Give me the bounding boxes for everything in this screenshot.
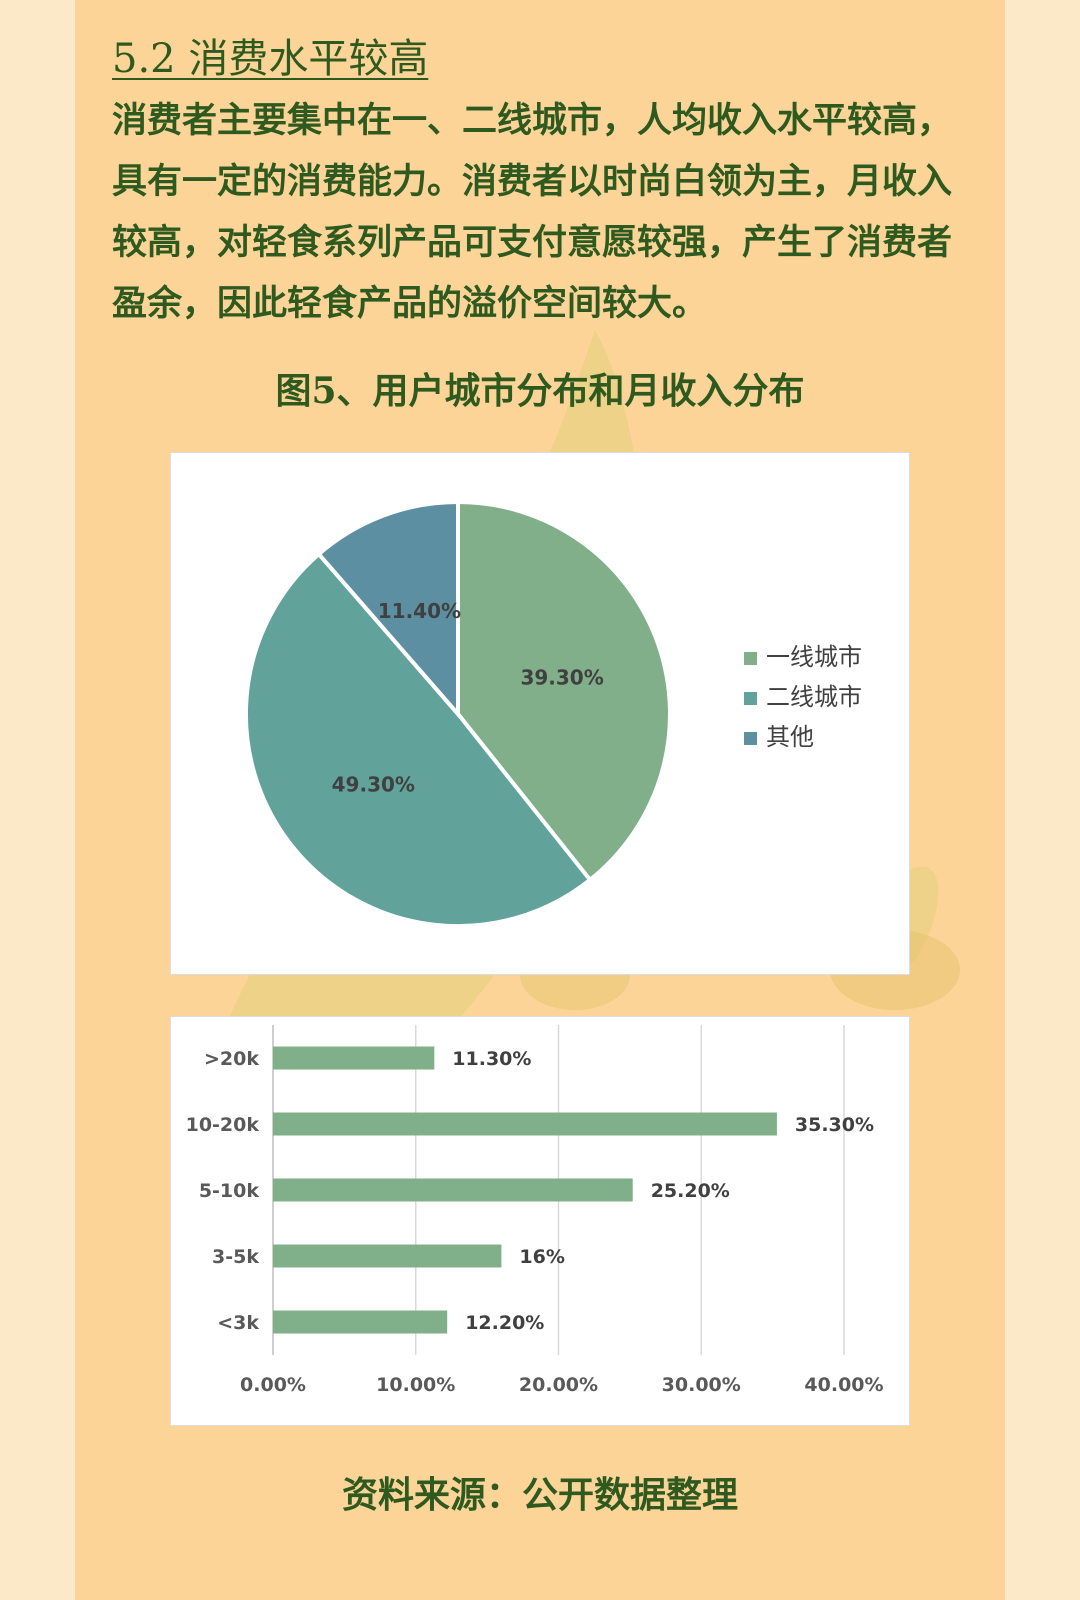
x-tick-label-0: 0.00%	[240, 1374, 306, 1396]
x-tick-label-2: 20.00%	[519, 1374, 598, 1396]
bar-value-label-3: 16%	[519, 1246, 564, 1268]
pie-slice-1	[243, 551, 593, 929]
bar-1	[273, 1112, 777, 1136]
category-label-3: 3-5k	[212, 1246, 259, 1268]
bar-0	[273, 1046, 435, 1070]
pie-data-label-1: 49.30%	[332, 773, 415, 797]
category-label-2: 5-10k	[199, 1180, 260, 1202]
bar-4	[273, 1310, 448, 1334]
bar-2	[273, 1178, 633, 1202]
bar-value-label-4: 12.20%	[465, 1312, 544, 1334]
category-label-0: >20k	[204, 1048, 259, 1070]
legend-swatch-2	[744, 732, 757, 745]
bar-value-label-1: 35.30%	[795, 1114, 874, 1136]
category-label-4: <3k	[217, 1312, 259, 1334]
category-label-1: 10-20k	[186, 1114, 260, 1136]
bar-value-label-2: 25.20%	[651, 1180, 730, 1202]
legend-label-2: 其他	[766, 723, 814, 751]
x-tick-label-1: 10.00%	[376, 1374, 455, 1396]
pie-data-label-0: 39.30%	[520, 666, 603, 690]
legend-swatch-1	[744, 692, 757, 705]
pie-data-label-2: 11.40%	[378, 599, 461, 623]
source-note: 资料来源：公开数据整理	[341, 1474, 738, 1516]
section-paragraph: 消费者主要集中在一、二线城市，人均收入水平较高，具有一定的消费能力。消费者以时尚…	[112, 100, 953, 324]
legend-label-1: 二线城市	[766, 683, 862, 711]
pie-slice-2	[315, 499, 460, 720]
pie-chart-card: 39.30% 49.30% 11.40% 一线城市二线城市其他	[170, 452, 910, 975]
legend-label-0: 一线城市	[766, 643, 862, 671]
bar-chart-card: 0.00% 10.00% 20.00% 30.00% 40.00% >20k 11.30% 1…	[170, 1016, 910, 1426]
x-tick-label-4: 40.00%	[804, 1374, 883, 1396]
bar-value-label-0: 11.30%	[452, 1048, 531, 1070]
section-heading: 5.2 消费水平较高	[112, 36, 429, 82]
figure-caption: 图5、用户城市分布和月收入分布	[275, 370, 805, 412]
x-tick-label-3: 30.00%	[662, 1374, 741, 1396]
pie-slice-0	[456, 499, 673, 883]
legend-swatch-0	[744, 652, 757, 665]
bar-chart: 0.00% 10.00% 20.00% 30.00% 40.00% >20k 11.30% 1…	[186, 1025, 884, 1396]
bar-3	[273, 1244, 502, 1268]
